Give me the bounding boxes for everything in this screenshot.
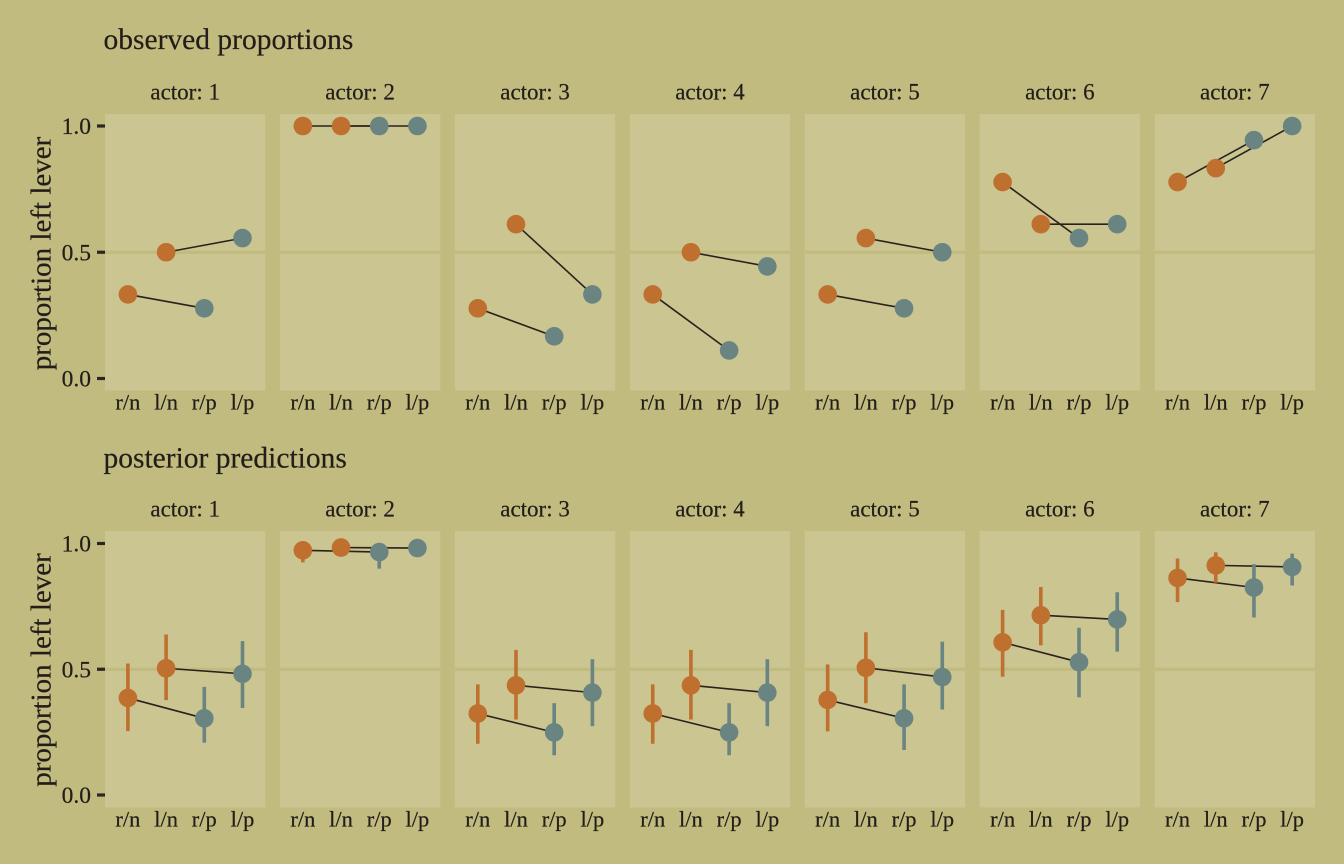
svg-text:0.5: 0.5 (62, 240, 91, 266)
svg-text:r/n: r/n (640, 807, 665, 832)
svg-text:l/n: l/n (1029, 807, 1053, 832)
svg-text:l/n: l/n (504, 807, 528, 832)
svg-text:l/p: l/p (581, 807, 605, 832)
svg-text:l/p: l/p (581, 390, 605, 415)
svg-text:actor: 5: actor: 5 (850, 80, 920, 105)
svg-text:l/p: l/p (1105, 807, 1129, 832)
svg-text:r/n: r/n (290, 807, 315, 832)
svg-text:r/n: r/n (990, 390, 1015, 415)
svg-text:l/n: l/n (329, 390, 353, 415)
svg-text:r/p: r/p (542, 807, 567, 832)
svg-text:l/p: l/p (755, 390, 779, 415)
svg-text:0.5: 0.5 (62, 657, 91, 683)
svg-text:proportion left lever: proportion left lever (25, 553, 57, 787)
svg-text:actor: 1: actor: 1 (150, 80, 220, 105)
svg-text:actor: 4: actor: 4 (675, 496, 745, 521)
svg-text:l/n: l/n (1204, 807, 1228, 832)
svg-text:l/n: l/n (1204, 390, 1228, 415)
svg-text:r/n: r/n (115, 807, 140, 832)
svg-text:r/p: r/p (367, 390, 392, 415)
svg-text:0.0: 0.0 (62, 367, 91, 393)
svg-text:l/n: l/n (1029, 390, 1053, 415)
svg-text:r/p: r/p (1241, 390, 1266, 415)
svg-text:l/p: l/p (755, 807, 779, 832)
svg-text:r/p: r/p (717, 390, 742, 415)
svg-text:actor: 1: actor: 1 (150, 496, 220, 521)
svg-text:l/n: l/n (504, 390, 528, 415)
svg-text:l/n: l/n (854, 807, 878, 832)
svg-text:r/p: r/p (192, 390, 217, 415)
svg-text:l/p: l/p (406, 390, 430, 415)
svg-text:l/p: l/p (1280, 807, 1304, 832)
svg-text:proportion left lever: proportion left lever (25, 136, 57, 370)
svg-text:r/p: r/p (1067, 807, 1092, 832)
svg-text:1.0: 1.0 (62, 114, 91, 140)
svg-text:posterior predictions: posterior predictions (104, 443, 347, 475)
svg-text:r/p: r/p (892, 807, 917, 832)
svg-text:l/p: l/p (1280, 390, 1304, 415)
svg-text:l/p: l/p (1105, 390, 1129, 415)
svg-text:l/p: l/p (406, 807, 430, 832)
svg-text:r/n: r/n (990, 807, 1015, 832)
svg-text:r/n: r/n (465, 390, 490, 415)
svg-text:r/p: r/p (892, 390, 917, 415)
svg-text:l/n: l/n (329, 807, 353, 832)
svg-text:r/p: r/p (192, 807, 217, 832)
svg-text:r/p: r/p (1067, 390, 1092, 415)
svg-text:l/p: l/p (231, 807, 255, 832)
svg-text:l/n: l/n (854, 390, 878, 415)
svg-text:actor: 4: actor: 4 (675, 80, 745, 105)
svg-text:actor: 2: actor: 2 (325, 496, 395, 521)
svg-text:r/p: r/p (542, 390, 567, 415)
svg-text:actor: 7: actor: 7 (1200, 80, 1270, 105)
svg-text:l/p: l/p (930, 390, 954, 415)
svg-text:l/p: l/p (930, 807, 954, 832)
svg-text:l/n: l/n (679, 807, 703, 832)
svg-text:r/n: r/n (1165, 807, 1190, 832)
svg-text:actor: 6: actor: 6 (1025, 496, 1095, 521)
svg-text:r/p: r/p (1241, 807, 1266, 832)
svg-text:actor: 6: actor: 6 (1025, 80, 1095, 105)
svg-text:l/p: l/p (231, 390, 255, 415)
svg-text:0.0: 0.0 (62, 783, 91, 809)
svg-text:actor: 7: actor: 7 (1200, 496, 1270, 521)
svg-text:actor: 5: actor: 5 (850, 496, 920, 521)
svg-text:actor: 3: actor: 3 (500, 496, 570, 521)
svg-text:actor: 3: actor: 3 (500, 80, 570, 105)
svg-text:r/n: r/n (290, 390, 315, 415)
svg-text:actor: 2: actor: 2 (325, 80, 395, 105)
svg-text:r/n: r/n (115, 390, 140, 415)
svg-text:r/p: r/p (367, 807, 392, 832)
svg-text:observed proportions: observed proportions (104, 24, 354, 56)
svg-text:r/n: r/n (815, 807, 840, 832)
svg-text:r/n: r/n (1165, 390, 1190, 415)
svg-text:r/n: r/n (640, 390, 665, 415)
svg-text:r/p: r/p (717, 807, 742, 832)
svg-text:1.0: 1.0 (62, 532, 91, 558)
svg-text:r/n: r/n (815, 390, 840, 415)
svg-text:l/n: l/n (154, 390, 178, 415)
svg-text:l/n: l/n (154, 807, 178, 832)
svg-text:l/n: l/n (679, 390, 703, 415)
svg-text:r/n: r/n (465, 807, 490, 832)
